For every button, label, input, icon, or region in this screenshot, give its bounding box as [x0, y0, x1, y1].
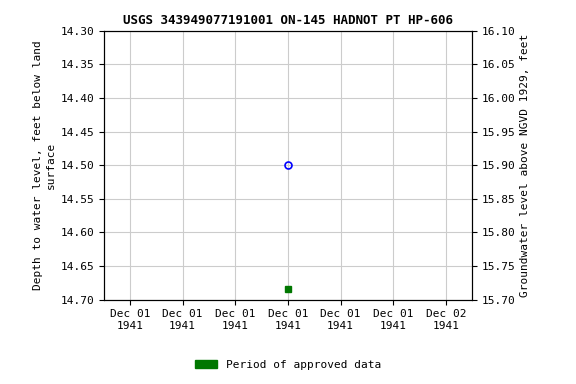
Y-axis label: Groundwater level above NGVD 1929, feet: Groundwater level above NGVD 1929, feet	[520, 33, 530, 297]
Title: USGS 343949077191001 ON-145 HADNOT PT HP-606: USGS 343949077191001 ON-145 HADNOT PT HP…	[123, 14, 453, 27]
Y-axis label: Depth to water level, feet below land
surface: Depth to water level, feet below land su…	[33, 40, 56, 290]
Legend: Period of approved data: Period of approved data	[191, 356, 385, 375]
